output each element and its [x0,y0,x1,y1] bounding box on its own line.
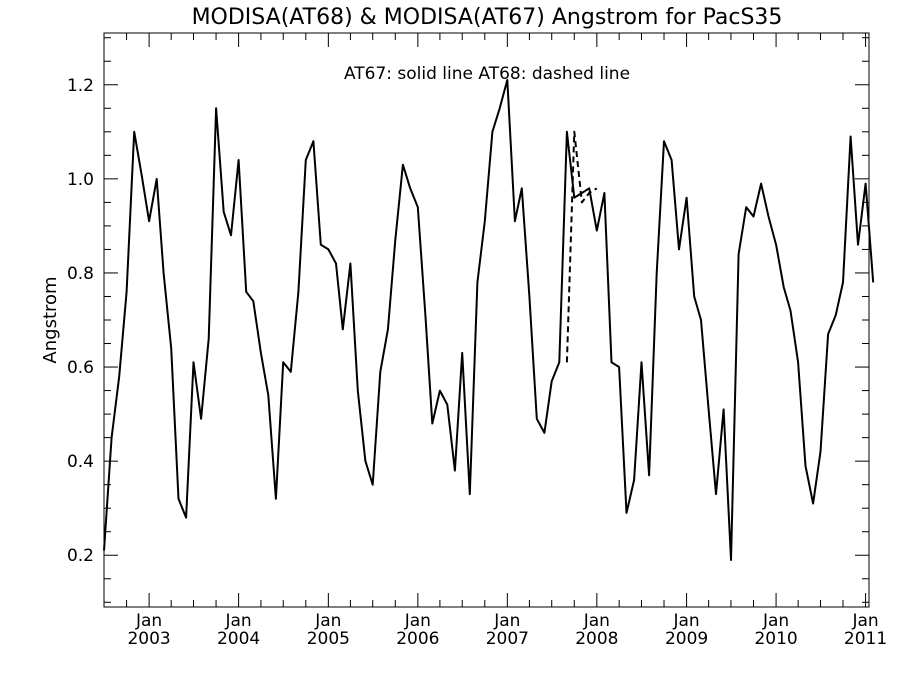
x-tick-year-label: 2008 [575,629,618,649]
y-tick-label: 0.4 [67,452,94,472]
x-tick-year-label: 2010 [754,629,797,649]
x-tick-month-label: Jan [583,611,610,631]
y-tick-label: 0.2 [67,546,94,566]
y-tick-label: 1.0 [67,170,94,190]
y-tick-label: 0.8 [67,264,94,284]
x-tick-year-label: 2005 [307,629,350,649]
series-line-at68 [565,130,598,363]
y-tick-label: 1.2 [67,76,94,96]
x-tick-month-label: Jan [404,611,431,631]
y-axis-label: Angstrom [40,276,61,363]
x-tick-year-label: 2007 [486,629,529,649]
x-tick-year-label: 2011 [844,629,887,649]
x-tick-month-label: Jan [135,611,162,631]
x-tick-year-label: 2006 [396,629,439,649]
x-tick-year-label: 2003 [127,629,170,649]
axes-layer: 0.20.40.60.81.01.2Jan2003Jan2004Jan2005J… [67,33,887,649]
x-tick-month-label: Jan [314,611,341,631]
series-line-at67 [103,79,875,561]
x-tick-month-label: Jan [225,611,252,631]
series-layer [103,79,875,561]
plot-frame [103,32,870,608]
chart-title: MODISA(AT68) & MODISA(AT67) Angstrom for… [192,5,783,30]
x-tick-year-label: 2009 [665,629,708,649]
x-tick-month-label: Jan [762,611,789,631]
legend-annotation: AT67: solid line AT68: dashed line [344,64,630,84]
y-tick-label: 0.6 [67,358,94,378]
x-tick-year-label: 2004 [217,629,260,649]
x-tick-month-label: Jan [672,611,699,631]
x-tick-month-label: Jan [493,611,520,631]
x-tick-month-label: Jan [851,611,878,631]
